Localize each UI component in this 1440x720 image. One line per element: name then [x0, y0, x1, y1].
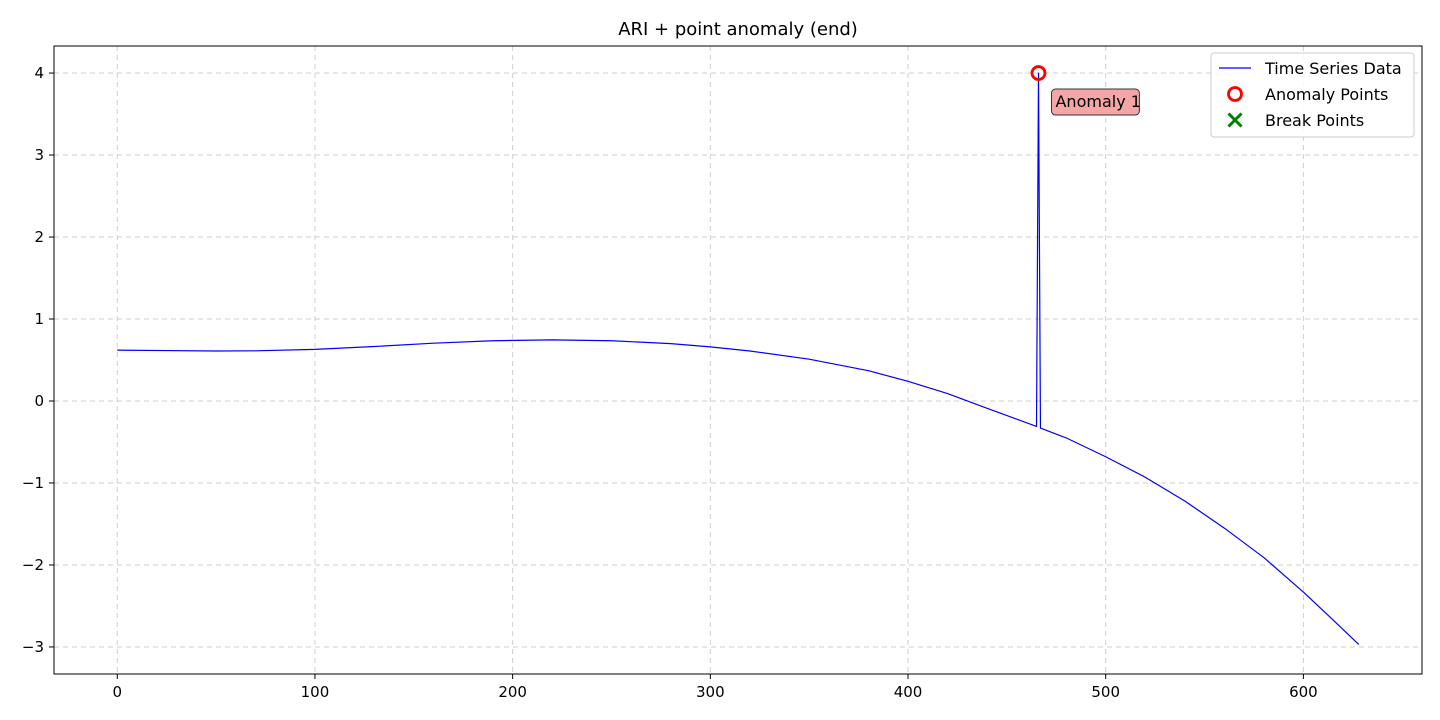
x-tick-label: 400: [894, 683, 923, 701]
anomaly-layer: Anomaly 1: [1030, 65, 1141, 116]
y-tick-label: 3: [34, 146, 44, 164]
y-tick-label: −2: [22, 556, 44, 574]
anomaly-point: [1030, 65, 1047, 81]
y-tick-label: 0: [34, 392, 44, 410]
x-tick-label: 0: [112, 683, 122, 701]
x-tick-label: 100: [301, 683, 330, 701]
y-tick-label: −1: [22, 474, 44, 492]
y-tick-label: −3: [22, 638, 44, 656]
anomaly-label: Anomaly 1: [1055, 92, 1140, 111]
legend-circle-swatch: [1227, 86, 1243, 102]
legend-box: [1210, 52, 1415, 138]
y-tick-label: 1: [34, 310, 44, 328]
legend: Time Series Data Anomaly Points Break Poin…: [1210, 52, 1415, 138]
legend-label: Anomaly Points: [1265, 85, 1388, 104]
series-line-time-series-data: [117, 72, 1360, 645]
anomaly-label-box: [1050, 88, 1140, 116]
tick-layer: 0 100 200 300 400 500 600 −3 −2 −1 0 1 2 3 4: [22, 64, 1318, 701]
legend-label: Time Series Data: [1264, 59, 1402, 78]
x-tick-label: 300: [696, 683, 725, 701]
legend-x-swatch: [1227, 112, 1243, 128]
x-tick-label: 200: [498, 683, 527, 701]
series-layer: [117, 72, 1360, 645]
x-tick-label: 600: [1289, 683, 1318, 701]
legend-label: Break Points: [1265, 111, 1364, 130]
plot-frame: [53, 45, 1423, 675]
chart-title: ARI + point anomaly (end): [618, 19, 858, 40]
legend-x-stroke: [1227, 112, 1243, 128]
y-tick-label: 4: [34, 64, 44, 82]
y-tick-label: 2: [34, 228, 44, 246]
x-tick-label: 500: [1091, 683, 1120, 701]
grid-layer: [54, 46, 1422, 674]
